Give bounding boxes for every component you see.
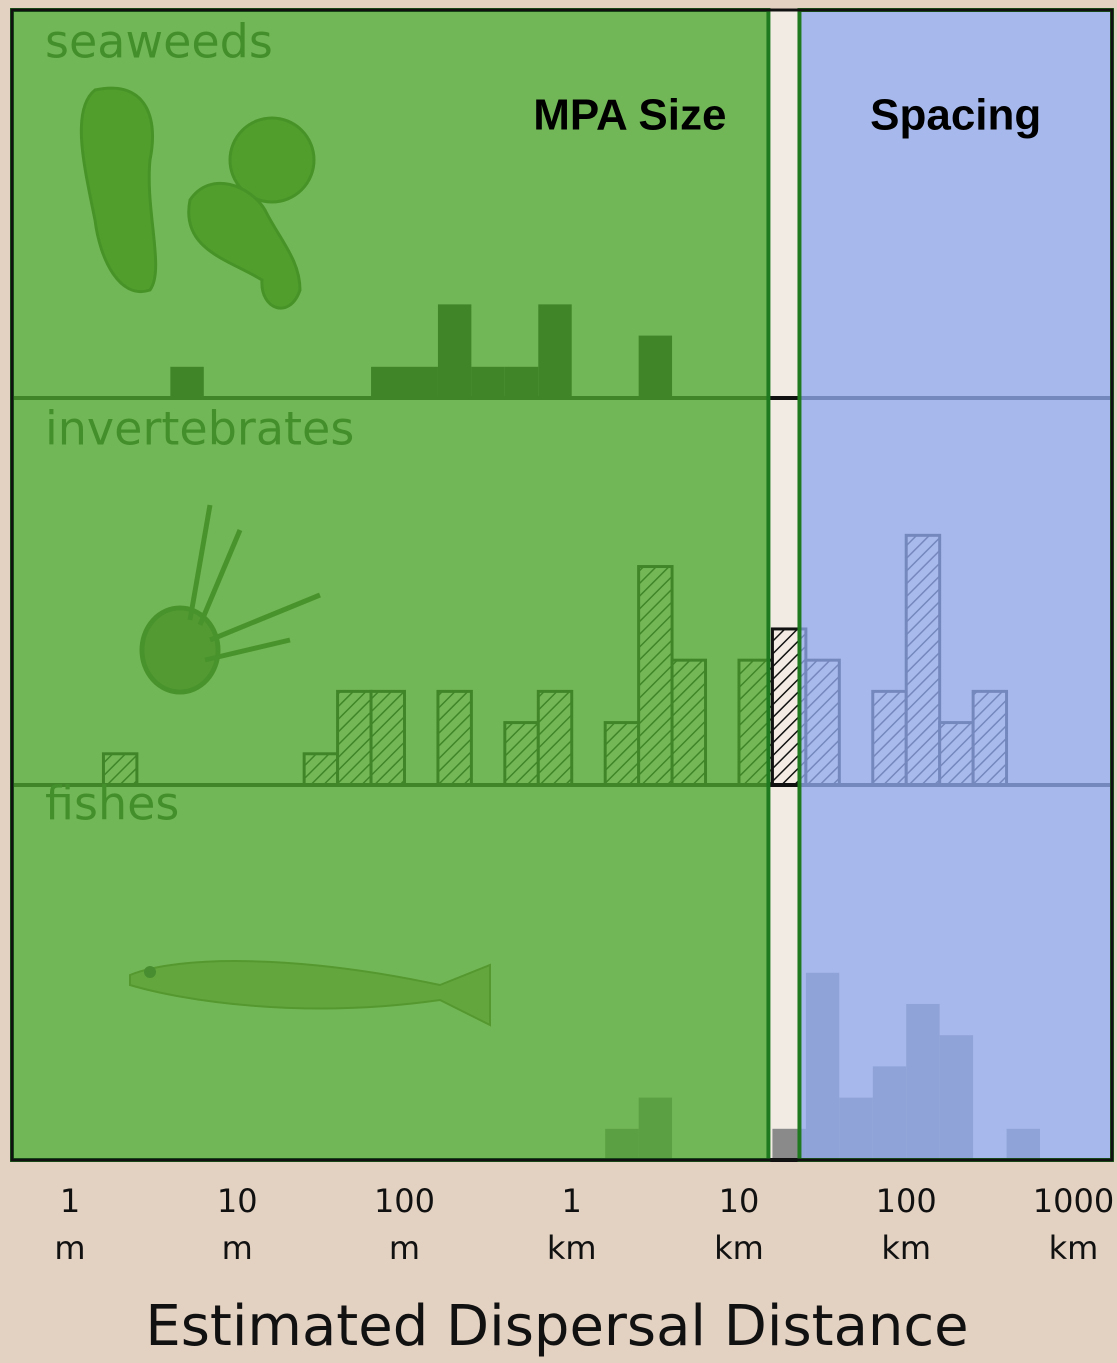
x-tick-label: 10 m [217,1182,258,1267]
x-tick-label: 100 m [374,1182,435,1267]
x-tick-label: 1 km [547,1182,597,1267]
region [797,8,1114,1162]
x-tick-label: 1000 km [1033,1182,1114,1267]
x-tick-label: 10 km [714,1182,764,1267]
x-axis: 1 m 10 m 100 m 1 km 10 km 100 km 1000 km [54,1182,1114,1267]
regions [10,8,1114,1162]
region-label: Spacing [870,91,1041,140]
x-axis-title: Estimated Dispersal Distance [145,1294,968,1359]
region-label: MPA Size [533,91,726,140]
region-labels: MPA Size Spacing [533,91,1041,140]
region [10,8,771,1162]
plot-frame [10,8,1114,1162]
x-tick-label: 100 km [876,1182,937,1267]
